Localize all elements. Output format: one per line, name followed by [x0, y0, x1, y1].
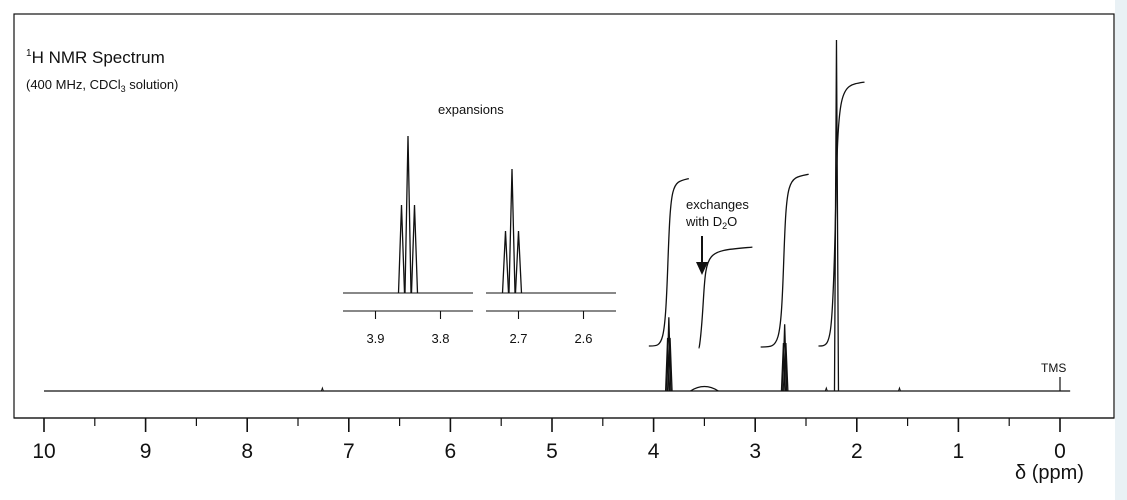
inset-peak	[404, 135, 412, 294]
x-tick-label: 10	[32, 440, 55, 463]
exchange-arrowhead	[696, 262, 708, 275]
subtitle-prefix: (400 MHz, CDCl	[26, 77, 121, 92]
spectrum	[44, 39, 1071, 392]
peak-3.85-center	[666, 317, 672, 392]
inset-tick-label: 3.9	[366, 331, 384, 346]
x-tick-label: 7	[343, 440, 355, 463]
x-axis-tick-labels: 10 9 8 7 6 5 4 3 2 1 0	[32, 440, 1066, 463]
exchanges-suffix: O	[727, 214, 737, 229]
title-superscript: 1	[26, 48, 32, 59]
x-tick-label: 1	[953, 440, 965, 463]
inset-peak	[501, 230, 510, 294]
x-tick-label: 8	[241, 440, 253, 463]
impurity-blip	[824, 386, 828, 392]
x-axis-ticks	[43, 418, 1061, 432]
side-strip	[1115, 0, 1127, 500]
subtitle-sub: 3	[121, 84, 126, 94]
integral-2.71	[760, 173, 809, 348]
inset-tick-label: 3.8	[431, 331, 449, 346]
inset-peak	[514, 230, 523, 294]
x-tick-label: 6	[445, 440, 457, 463]
inset-2.71: 2.7 2.6	[486, 168, 616, 346]
inset-peak	[508, 168, 516, 294]
chart-title: 1H NMR Spectrum	[26, 48, 165, 67]
x-tick-label: 3	[749, 440, 761, 463]
exchanges-label-line1: exchanges	[686, 197, 749, 212]
inset-3.85: 3.9 3.8	[343, 135, 473, 346]
expansion-insets: 3.9 3.8 2.7 2.6	[343, 135, 616, 346]
x-tick-label: 5	[546, 440, 558, 463]
x-tick-label: 0	[1054, 440, 1066, 463]
x-axis-label: δ (ppm)	[1015, 462, 1084, 484]
impurity-blip	[320, 386, 324, 392]
impurity-blip	[897, 386, 901, 392]
peak-3.85-right	[667, 337, 673, 392]
inset-tick-label: 2.7	[509, 331, 527, 346]
inset-peak	[397, 204, 406, 294]
x-tick-label: 4	[648, 440, 660, 463]
title-text: H NMR Spectrum	[32, 48, 165, 67]
exchanges-prefix: with D	[685, 214, 722, 229]
exchanges-label-line2: with D2O	[685, 214, 737, 231]
x-tick-label: 2	[851, 440, 863, 463]
inset-peak	[410, 204, 419, 294]
chart-subtitle: (400 MHz, CDCl3 solution)	[26, 77, 178, 94]
exchanges-sub: 2	[722, 221, 727, 231]
peak-2.71-right	[783, 342, 789, 392]
inset-tick-label: 2.6	[574, 331, 592, 346]
integral-2.20	[818, 81, 865, 347]
integral-curves	[648, 81, 865, 349]
subtitle-suffix: solution)	[126, 77, 179, 92]
peak-2.71-center	[782, 324, 788, 392]
plot-frame	[13, 13, 1115, 419]
peak-2.20	[833, 39, 840, 392]
peak-3.50-broad	[690, 385, 719, 392]
integral-3.50	[698, 246, 753, 349]
expansions-label: expansions	[438, 102, 504, 117]
x-tick-label: 9	[140, 440, 152, 463]
tms-label: TMS	[1041, 361, 1066, 375]
integral-3.85	[648, 177, 689, 347]
